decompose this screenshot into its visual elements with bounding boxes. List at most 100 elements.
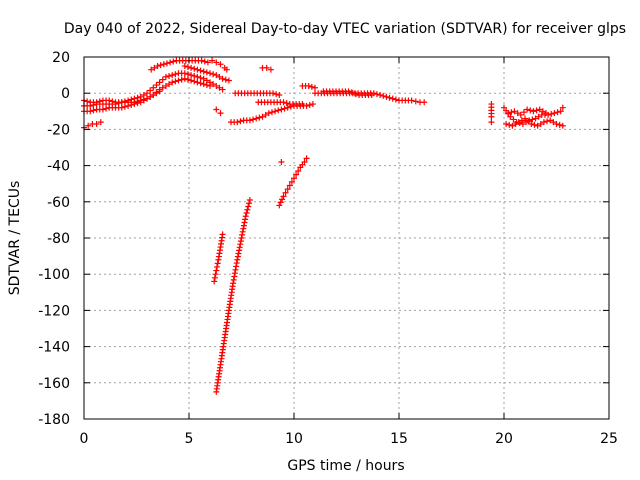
data-point [280,193,287,200]
data-point [207,70,213,77]
data-point [162,82,169,89]
data-point [200,75,207,82]
data-point [156,79,163,86]
data-point [147,87,154,94]
data-point [527,107,534,114]
series-arc-b [81,70,226,106]
data-point [172,78,179,85]
data-point [267,66,274,73]
data-point [225,77,232,84]
data-point [198,57,205,64]
data-point [514,110,521,117]
data-point [216,84,223,91]
data-point [551,110,558,117]
data-point [188,72,195,79]
data-point [242,213,249,220]
data-point [283,100,290,107]
data-point [540,119,547,126]
data-point [223,66,230,73]
data-point [553,120,560,127]
x-tick-label: 25 [600,431,618,447]
data-point [150,92,157,99]
series-cluster-a [488,101,495,126]
data-point [121,103,128,110]
data-point [488,113,495,120]
data-point [377,92,384,99]
data-point [345,88,352,95]
data-point [284,104,291,111]
data-point [219,75,226,82]
data-point [93,99,100,106]
y-tick-label: -100 [38,267,70,283]
data-point [250,116,257,123]
data-point [170,58,177,65]
data-point [128,101,135,108]
x-tick-label: 20 [495,431,513,447]
data-point [203,69,210,76]
data-point [510,116,517,123]
data-point [184,71,191,78]
data-point [511,108,518,115]
data-point [172,71,179,78]
data-point [97,119,104,126]
data-point [288,178,295,185]
series-spike-2 [211,231,226,285]
data-point [246,117,253,124]
data-point [213,72,220,79]
data-point [140,97,147,104]
data-point [522,115,528,122]
data-point [295,168,302,175]
data-point [512,120,519,127]
series-arc-h [259,64,274,73]
data-point [200,68,207,75]
data-point [106,97,113,104]
data-point [530,108,537,115]
data-point [243,210,250,217]
data-point [213,82,220,89]
data-point [559,122,566,129]
series-arc-d [81,119,104,131]
data-point [121,98,128,105]
data-point [515,119,522,126]
data-point [268,109,275,116]
data-point [90,107,97,114]
data-point [537,120,544,127]
data-point [386,94,393,101]
series-arc-m [299,82,318,91]
data-point [181,63,188,70]
data-point [131,95,138,102]
data-point [213,267,220,274]
data-point [169,72,176,79]
data-point [547,117,554,124]
data-layer [81,57,566,395]
data-point [276,202,283,209]
data-point [305,82,312,89]
data-point [383,93,390,100]
data-point [160,61,167,68]
data-point [532,115,539,122]
data-point [408,97,415,104]
data-point [125,97,132,104]
data-point [118,104,125,111]
data-point [533,107,540,114]
data-point [373,91,380,98]
x-tick-label: 0 [80,431,89,447]
data-point [159,84,166,91]
data-point [543,110,549,117]
y-tick-label: -80 [47,231,70,247]
series-spike-3 [276,155,310,209]
data-point [134,100,141,107]
data-point [520,109,527,116]
y-tick-label: 0 [61,86,70,102]
data-point [308,83,315,90]
data-point [306,101,313,108]
data-point [147,93,154,100]
data-point [550,119,557,126]
data-point [159,76,166,83]
data-point [219,86,226,93]
series-arc-f [181,63,232,84]
data-point [265,110,272,117]
tick-layer: 0 5 10 15 20 25 20 0 -20 -40 -60 -80 -100 -120 -140 -16… [38,50,618,447]
data-point [167,59,174,66]
data-point [140,92,147,99]
